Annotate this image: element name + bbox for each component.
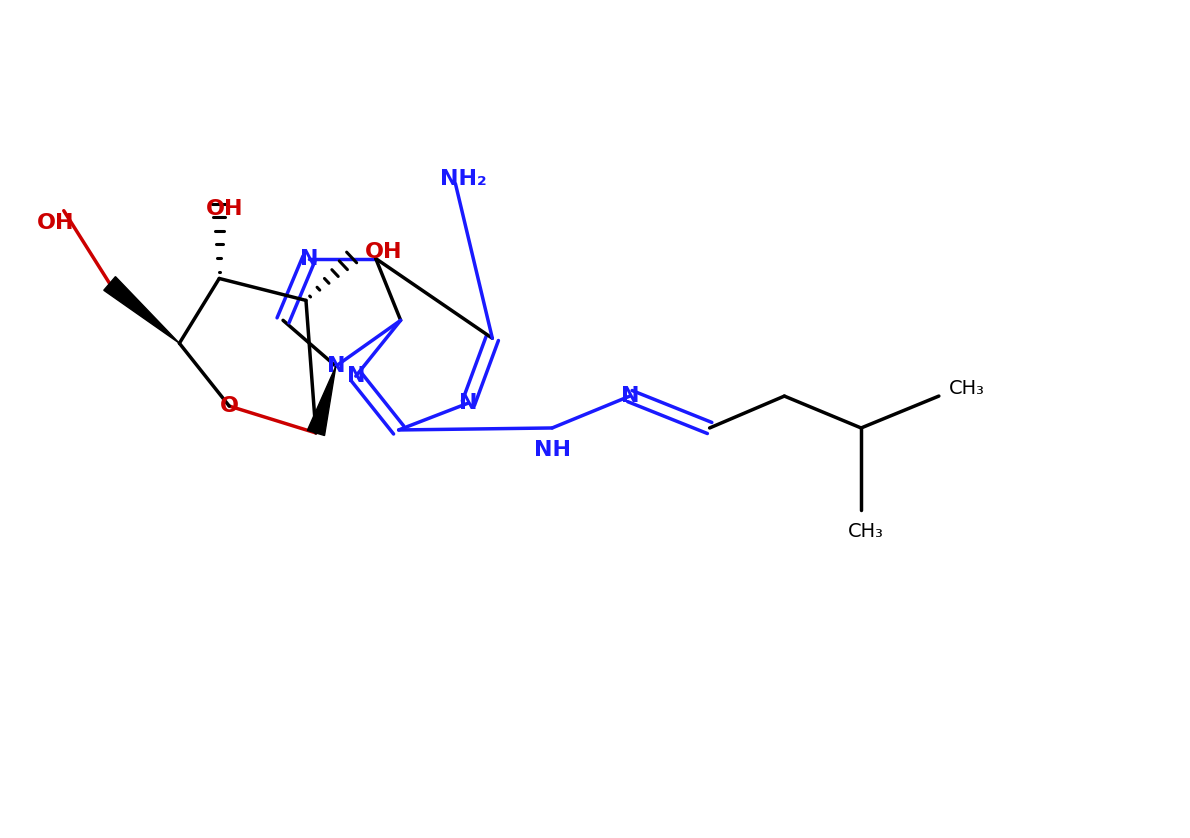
Polygon shape	[307, 366, 336, 436]
Text: N: N	[300, 249, 318, 268]
Text: OH: OH	[365, 241, 402, 261]
Text: OH: OH	[37, 213, 75, 233]
Text: N: N	[621, 386, 639, 406]
Text: CH₃: CH₃	[848, 522, 884, 541]
Text: O: O	[220, 396, 239, 416]
Text: NH: NH	[533, 440, 571, 460]
Polygon shape	[104, 277, 180, 344]
Text: CH₃: CH₃	[948, 379, 984, 397]
Text: N: N	[326, 356, 345, 376]
Text: OH: OH	[206, 199, 243, 219]
Text: N: N	[459, 393, 477, 413]
Text: NH₂: NH₂	[440, 168, 487, 189]
Text: N: N	[346, 366, 365, 386]
